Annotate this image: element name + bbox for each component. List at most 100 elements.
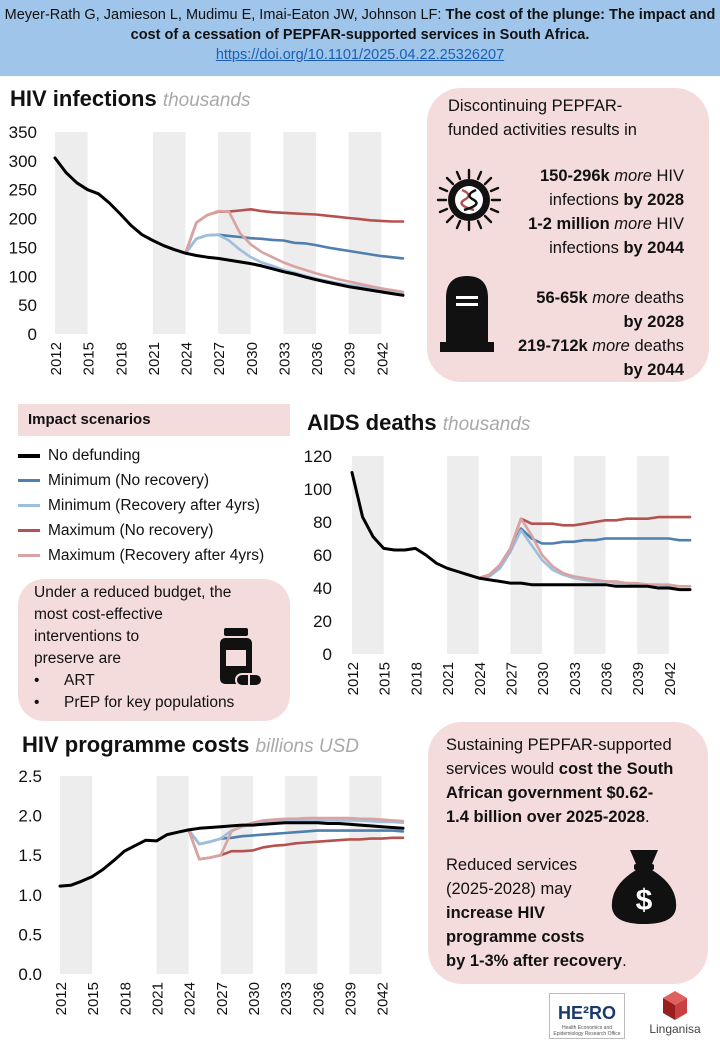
- shaded-band: [285, 776, 318, 974]
- y-tick-label: 60: [313, 546, 332, 565]
- legend-swatch-black: [18, 453, 40, 458]
- deaths-chart: 0 20 40 60 80 100 120 2012 2015 2018 2021 2024 2027 2…: [304, 447, 692, 695]
- x-tick-label: 2024: [182, 982, 199, 1015]
- shaded-band: [349, 776, 382, 974]
- x-tick-label: 2039: [630, 662, 647, 695]
- deaths-2028-word: deaths: [634, 289, 684, 307]
- x-tick-label: 2042: [375, 982, 392, 1015]
- series-line: [53, 156, 405, 297]
- shaded-band: [283, 132, 316, 334]
- y-tick-label: 50: [18, 296, 37, 315]
- legend-item-no-defunding: No defunding: [18, 445, 140, 467]
- deaths-2028-line1: 56-65k more deaths: [536, 286, 684, 310]
- budget-line-3: interventions to: [34, 628, 140, 645]
- x-tick-label: 2018: [113, 342, 130, 375]
- citation-line: Meyer-Rath G, Jamieson L, Mudimu E, Imai…: [0, 5, 720, 45]
- cost-line-9b: .: [622, 952, 627, 970]
- cost-line-4b: .: [645, 808, 650, 826]
- cost-line-2a: services would: [446, 760, 559, 778]
- cost-line-2: services would cost the South: [446, 757, 673, 781]
- x-tick-label: 2039: [342, 982, 359, 1015]
- x-tick-label: 2042: [374, 342, 391, 375]
- legend-item-max-no-recovery: Maximum (No recovery): [18, 520, 213, 542]
- impact-intro-1: Discontinuing PEPFAR-: [448, 97, 623, 115]
- series-line: [477, 517, 692, 588]
- y-tick-label: 120: [304, 447, 332, 466]
- x-tick-label: 2021: [440, 662, 457, 695]
- shaded-band: [218, 132, 251, 334]
- x-tick-label: 2042: [662, 662, 679, 695]
- y-tick-label: 40: [313, 579, 332, 598]
- x-tick-label: 2012: [48, 342, 65, 375]
- shaded-band: [573, 456, 606, 654]
- x-tick-label: 2036: [599, 662, 616, 695]
- tombstone-icon: [440, 276, 494, 352]
- infections-2028-range: 150-296k: [539, 167, 610, 185]
- budget-text: Under a reduced budget, the most cost-ef…: [34, 582, 234, 714]
- y-tick-label: 1.5: [18, 846, 42, 865]
- budget-line-2: most cost-effective: [34, 606, 163, 623]
- infections-chart: 0 50 100 150 200 250 300 350 2012 2015 2018 2021 202…: [9, 123, 405, 375]
- linganisa-mark-icon: [663, 991, 687, 1020]
- cost-line-5: Reduced services: [446, 856, 578, 874]
- series-line: [350, 471, 692, 592]
- legend-item-max-recovery: Maximum (Recovery after 4yrs): [18, 545, 264, 567]
- shaded-band: [156, 776, 189, 974]
- deaths-2028-more: more: [592, 289, 630, 307]
- infections-2044-year: by 2044: [623, 239, 684, 257]
- hero-logo-text: HE²RO: [558, 1003, 616, 1023]
- x-tick-label: 2039: [342, 342, 359, 375]
- x-tick-label: 2012: [53, 982, 70, 1015]
- shaded-band: [152, 132, 186, 334]
- citation-authors: Meyer-Rath G, Jamieson L, Mudimu E, Imai…: [4, 7, 446, 23]
- x-tick-label: 2012: [345, 662, 362, 695]
- cost-panel: [428, 722, 708, 984]
- x-tick-label: 2030: [244, 342, 261, 375]
- legend-swatch-red: [18, 529, 40, 533]
- svg-text:$: $: [636, 884, 653, 917]
- shaded-band: [637, 456, 669, 654]
- budget-line-1: Under a reduced budget, the: [34, 584, 232, 601]
- x-tick-label: 2033: [567, 662, 584, 695]
- legend-item-min-recovery: Minimum (Recovery after 4yrs): [18, 495, 260, 517]
- y-tick-label: 80: [313, 513, 332, 532]
- cost-line-3: African government $0.62-: [446, 784, 654, 802]
- y-tick-label: 100: [9, 267, 37, 286]
- series-line: [184, 209, 405, 294]
- y-tick-label: 1.0: [18, 886, 42, 905]
- deaths-2044-year: by 2044: [623, 361, 684, 379]
- deaths-2044-more: more: [592, 337, 630, 355]
- y-tick-label: 150: [9, 238, 37, 257]
- legend-label: No defunding: [48, 447, 141, 464]
- x-tick-label: 2027: [214, 982, 231, 1015]
- citation-title: The cost of the plunge: The impact and c…: [130, 7, 716, 43]
- infections-2044-range: 1-2 million: [528, 215, 610, 233]
- x-tick-label: 2015: [377, 662, 394, 695]
- cost-line-4: 1.4 billion over 2025-2028.: [446, 805, 673, 829]
- x-tick-label: 2015: [81, 342, 98, 375]
- x-tick-label: 2024: [179, 342, 196, 375]
- series-line: [187, 819, 405, 846]
- impact-intro-2: funded activities results in: [448, 121, 637, 139]
- x-tick-label: 2018: [408, 662, 425, 695]
- x-tick-label: 2021: [149, 982, 166, 1015]
- y-tick-label: 100: [304, 480, 332, 499]
- doi-link[interactable]: https://doi.org/10.1101/2025.04.22.25326…: [215, 47, 505, 63]
- infections-2028-line2: infections by 2028: [549, 188, 684, 212]
- deaths-2044-word: deaths: [634, 337, 684, 355]
- infections-title-text: HIV infections: [10, 86, 157, 111]
- infections-2028-year: by 2028: [623, 191, 684, 209]
- y-tick-label: 200: [9, 210, 37, 229]
- x-tick-label: 2018: [117, 982, 134, 1015]
- y-tick-label: 2.5: [18, 767, 42, 786]
- x-tick-label: 2015: [85, 982, 102, 1015]
- y-tick-label: 300: [9, 152, 37, 171]
- x-tick-label: 2027: [503, 662, 520, 695]
- shaded-band: [352, 456, 384, 654]
- legend-label: Maximum (Recovery after 4yrs): [48, 547, 265, 564]
- y-tick-label: 0: [28, 325, 37, 344]
- hero-logo-subtitle: Health Economics and Epidemiology Resear…: [553, 1025, 621, 1037]
- legend-item-min-no-recovery: Minimum (No recovery): [18, 470, 209, 492]
- costs-title-text: HIV programme costs: [22, 732, 250, 757]
- y-tick-label: 250: [9, 181, 37, 200]
